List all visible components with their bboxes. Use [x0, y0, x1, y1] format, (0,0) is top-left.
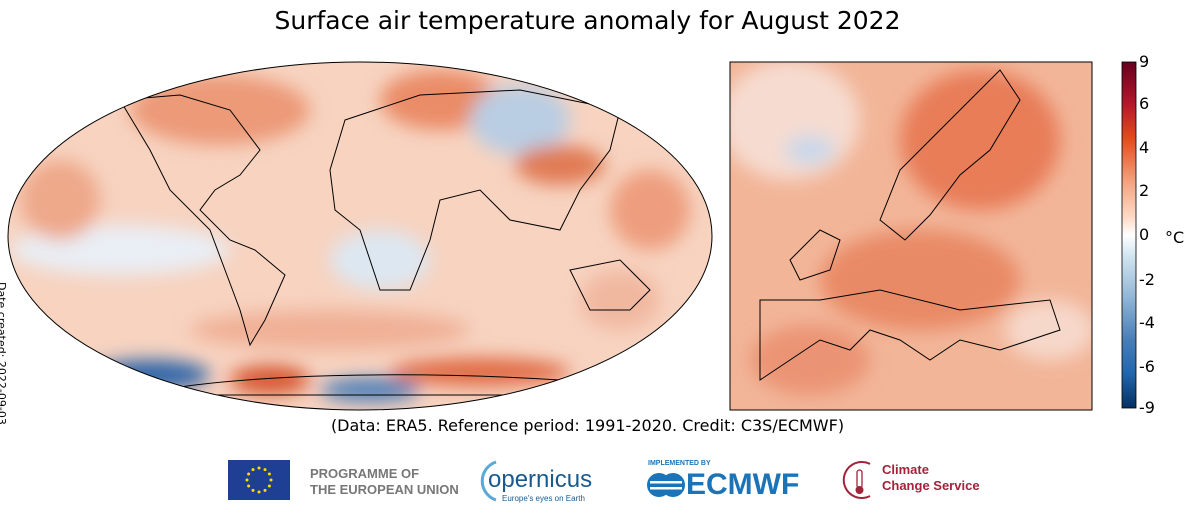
colorbar-unit: °C — [1165, 228, 1185, 247]
colorbar-tick: 0 — [1139, 225, 1150, 244]
colorbar-tick: -4 — [1139, 313, 1155, 332]
copernicus-arc-icon — [480, 460, 497, 502]
colorbar-tick: 9 — [1139, 52, 1150, 71]
copernicus-tagline: Europe's eyes on Earth — [502, 494, 585, 503]
colorbar — [1121, 61, 1137, 409]
global-map — [8, 62, 712, 410]
credit-line: (Data: ERA5. Reference period: 1991-2020… — [330, 416, 845, 435]
implemented-by-text: IMPLEMENTED BY — [648, 460, 711, 467]
colorbar-tick: -6 — [1139, 357, 1155, 376]
thermometer-icon — [842, 461, 871, 499]
page-title: Surface air temperature anomaly for Augu… — [274, 6, 901, 35]
eu-programme-text: PROGRAMME OF THE EUROPEAN UNION — [310, 466, 459, 498]
europe-map-border — [729, 61, 1093, 411]
ecmwf-wordmark: ECMWF — [686, 468, 800, 501]
global-map-border — [7, 61, 713, 411]
eu-flag-logo — [228, 460, 290, 500]
colorbar-tick: -2 — [1139, 270, 1155, 289]
eu-line1: PROGRAMME OF — [310, 466, 420, 481]
colorbar-tick: -9 — [1139, 398, 1155, 417]
c3s-line2: Change Service — [882, 478, 980, 493]
europe-map — [730, 62, 1092, 410]
copernicus-wordmark: opernicus — [488, 466, 593, 493]
colorbar-tick: 4 — [1139, 138, 1150, 157]
ecmwf-symbol-icon — [647, 473, 685, 497]
colorbar-tick: 6 — [1139, 94, 1150, 113]
eu-stars-icon — [245, 466, 273, 494]
copernicus-logo: opernicus Europe's eyes on Earth — [474, 458, 594, 504]
c3s-text: Climate Change Service — [882, 462, 980, 494]
eu-line2: THE EUROPEAN UNION — [310, 482, 459, 497]
colorbar-tick: 2 — [1139, 181, 1150, 200]
c3s-line1: Climate — [882, 462, 929, 477]
